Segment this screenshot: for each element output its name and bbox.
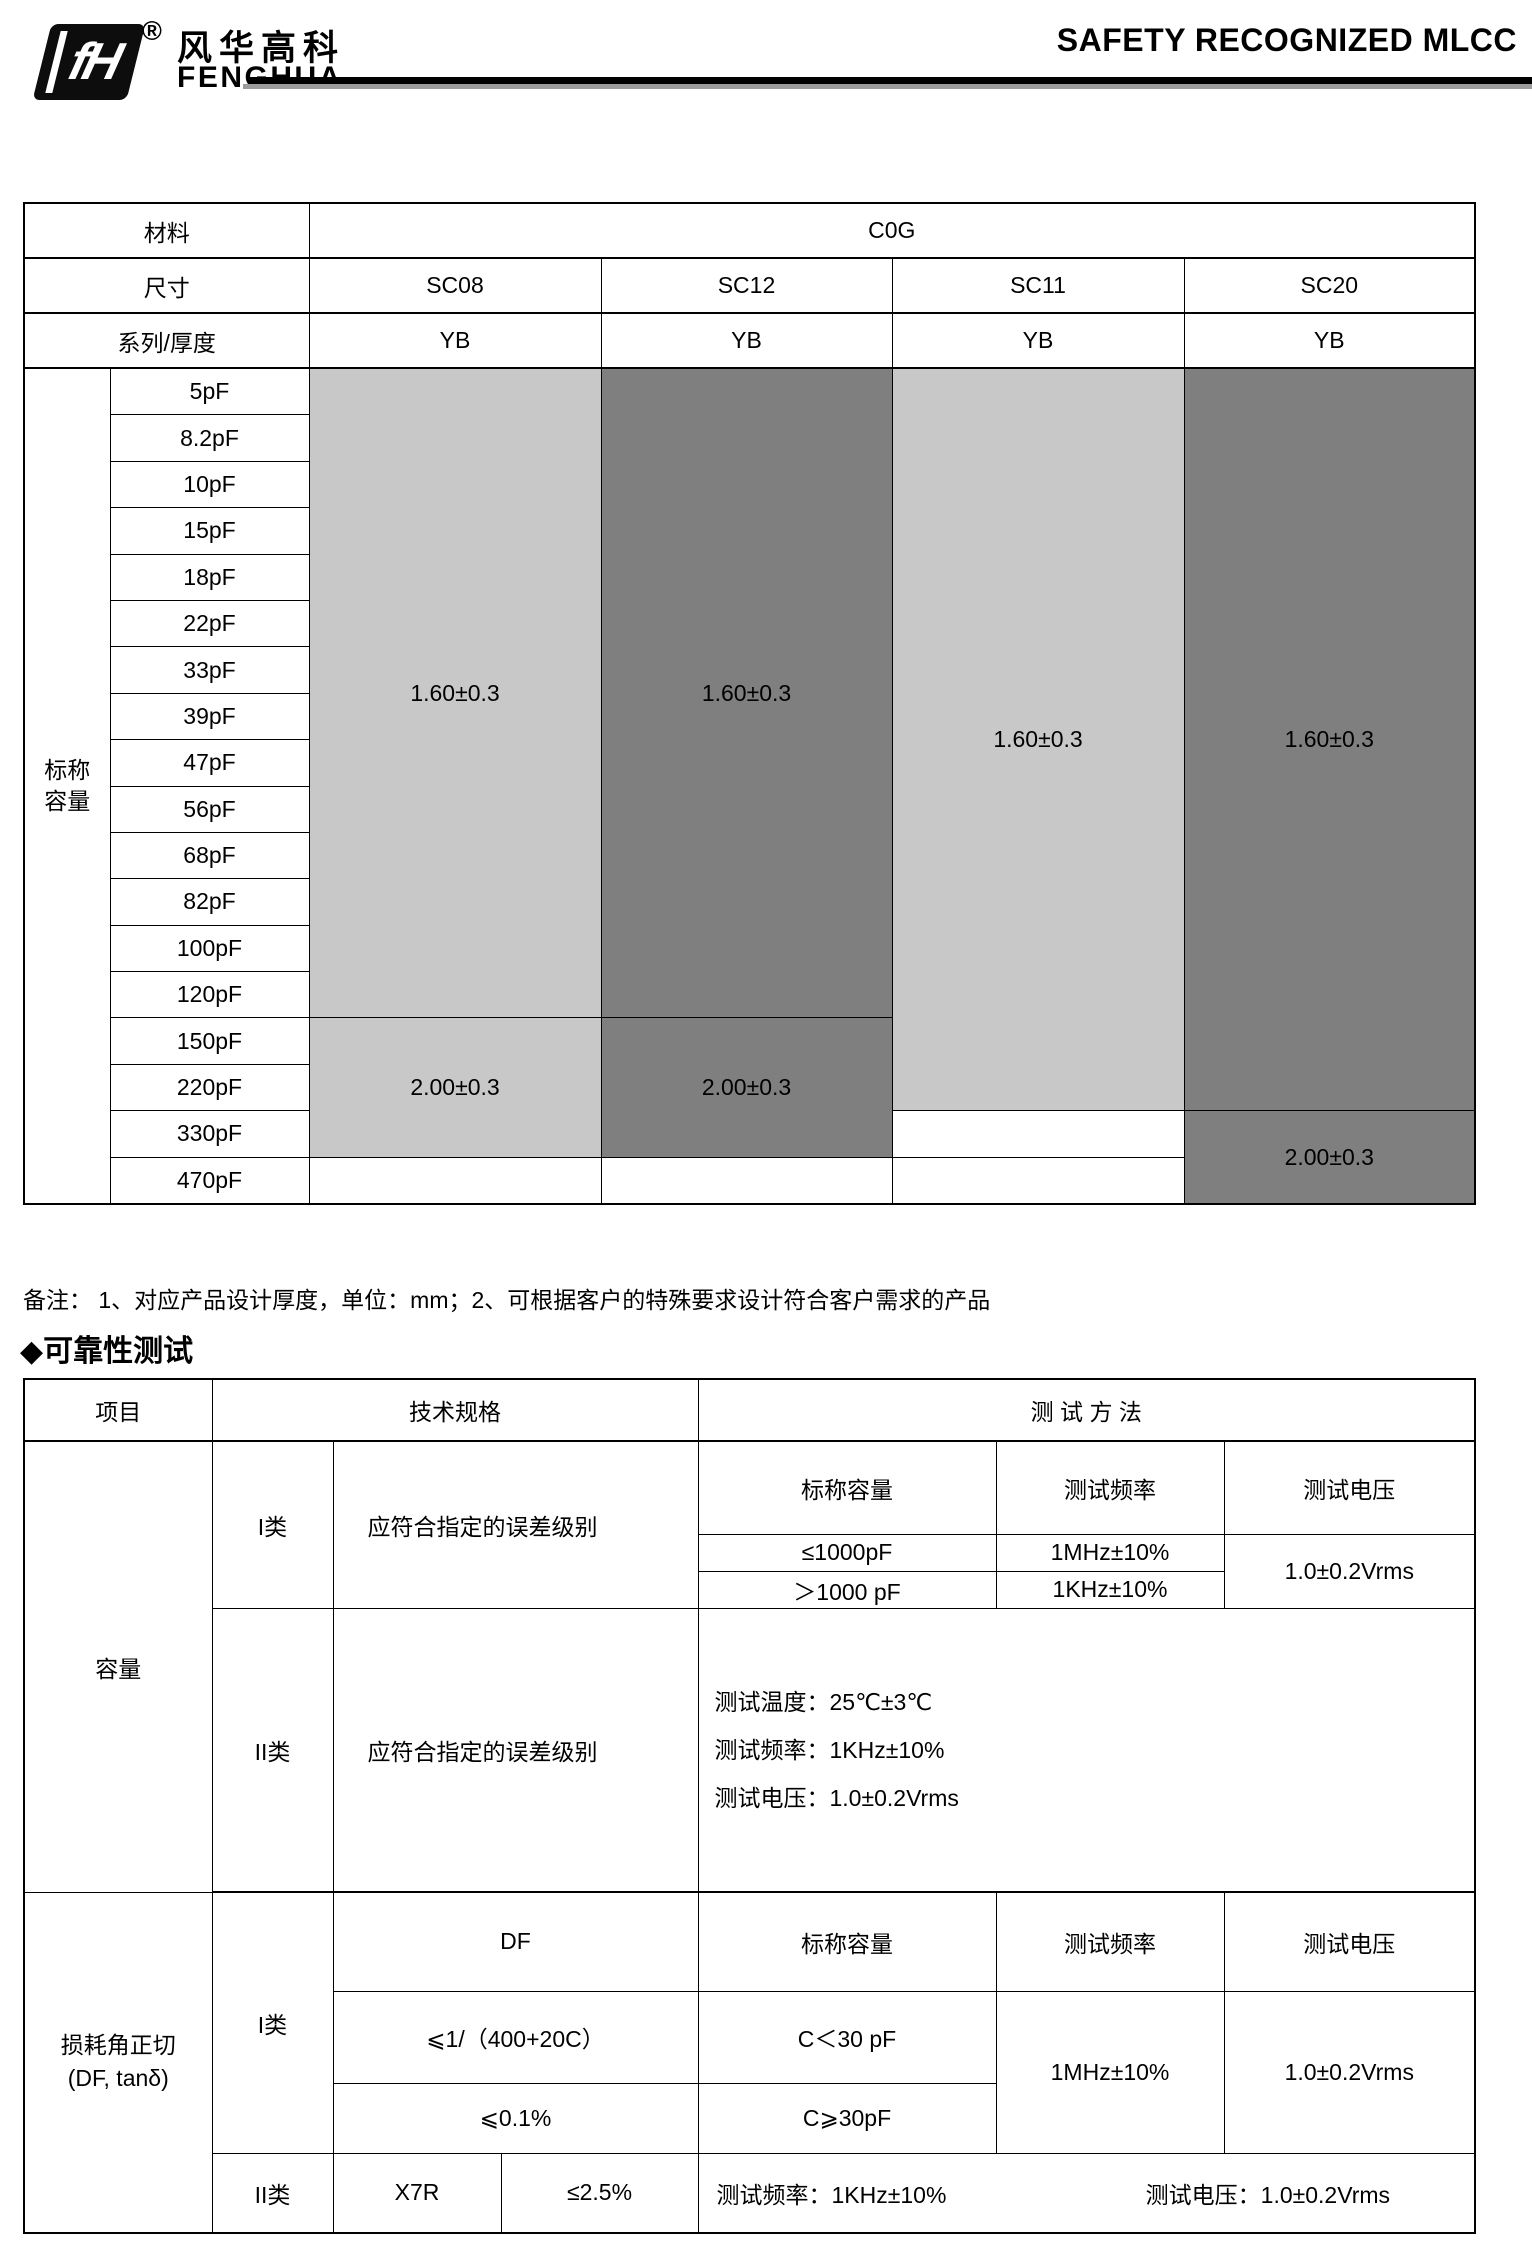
- t2-capacity-class1: I类: [211, 1440, 334, 1609]
- t1-capacitance-cell: 56pF: [109, 785, 310, 833]
- t1-capacitance-cell: 68pF: [109, 831, 310, 880]
- t1-empty-cell: [891, 1156, 1185, 1205]
- t2-df-row2-cap: C⩾30pF: [697, 2082, 997, 2154]
- t2-df-freq-value: 1MHz±10%: [995, 1990, 1225, 2154]
- t2-method-line-voltage: 测试电压：1.0±0.2Vrms: [714, 1784, 959, 1811]
- t1-size-label: 尺寸: [23, 257, 310, 314]
- t2-df-class2-type: X7R: [332, 2152, 502, 2234]
- t1-sc08-thickness-block1: 1.60±0.3: [308, 367, 602, 1019]
- t1-capacitance-cell: 470pF: [109, 1156, 310, 1205]
- t2-capacity-subheader-freq: 测试频率: [995, 1440, 1225, 1535]
- t2-method-line-temperature: 测试温度：25℃±3℃: [714, 1688, 933, 1715]
- t1-capacitance-cell: 8.2pF: [109, 414, 310, 462]
- t1-size-sc12: SC12: [600, 257, 893, 314]
- t1-size-sc11: SC11: [891, 257, 1185, 314]
- registered-trademark-icon: ®: [142, 16, 162, 46]
- t2-df-subheader-cap: 标称容量: [697, 1891, 997, 1992]
- t2-df-class1: I类: [211, 1891, 334, 2154]
- t1-material-value: C0G: [308, 202, 1476, 259]
- t2-capacity-volt-value: 1.0±0.2Vrms: [1223, 1533, 1476, 1609]
- t1-sc11-thickness-block1: 1.60±0.3: [891, 367, 1185, 1112]
- t1-material-label: 材料: [23, 202, 310, 259]
- t1-capacitance-cell: 47pF: [109, 739, 310, 787]
- t2-df-label: DF: [332, 1891, 699, 1992]
- t1-capacitance-cell: 5pF: [109, 367, 310, 416]
- footnote: 备注： 1、对应产品设计厚度，单位：mm；2、可根据客户的特殊要求设计符合客户需…: [23, 1287, 991, 1313]
- t1-capacitance-cell: 15pF: [109, 507, 310, 555]
- t2-header-method: 测 试 方 法: [697, 1378, 1476, 1442]
- t2-df-class2: II类: [211, 2152, 334, 2234]
- t1-capacitance-cell: 18pF: [109, 553, 310, 601]
- header-rule-gray: [243, 84, 1532, 89]
- t1-sc12-thickness-block2: 2.00±0.3: [600, 1017, 893, 1158]
- t2-capacity-row2-cap: ＞1000 pF: [697, 1570, 997, 1609]
- t1-series-sc12: YB: [600, 312, 893, 369]
- logo-monogram: fH: [63, 33, 125, 91]
- t1-size-sc08: SC08: [308, 257, 602, 314]
- t2-capacity-class1-spec: 应符合指定的误差级别: [332, 1440, 699, 1609]
- t1-cap-label-line1: 标称: [44, 757, 91, 784]
- t1-series-sc11: YB: [891, 312, 1185, 369]
- t1-empty-cell: [600, 1156, 893, 1205]
- t1-sc12-thickness-block1: 1.60±0.3: [600, 367, 893, 1019]
- fenghua-logo-icon: fH: [32, 24, 146, 100]
- t1-sc20-thickness-block1: 1.60±0.3: [1183, 367, 1476, 1112]
- t2-df-row1-cap: C＜30 pF: [697, 1990, 997, 2084]
- t2-item-dissipation-factor: 损耗角正切 (DF, tanδ): [23, 1891, 213, 2234]
- t2-capacity-row2-freq: 1KHz±10%: [995, 1570, 1225, 1609]
- t2-df-volt-value: 1.0±0.2Vrms: [1223, 1990, 1476, 2154]
- t1-size-sc20: SC20: [1183, 257, 1476, 314]
- t1-series-sc08: YB: [308, 312, 602, 369]
- brand-name-chinese: 风华高科: [177, 29, 346, 68]
- t2-df-item-line2: (DF, tanδ): [67, 2065, 169, 2092]
- t1-capacitance-cell: 150pF: [109, 1017, 310, 1065]
- t2-df-class2-method: 测试频率：1KHz±10% 测试电压：1.0±0.2Vrms: [697, 2152, 1476, 2234]
- page-title: SAFETY RECOGNIZED MLCC: [1056, 22, 1517, 58]
- t1-series-sc20: YB: [1183, 312, 1476, 369]
- t2-capacity-row1-freq: 1MHz±10%: [995, 1533, 1225, 1572]
- t2-df-row2-spec: ⩽0.1%: [332, 2082, 699, 2154]
- t1-capacitance-cell: 100pF: [109, 924, 310, 973]
- t1-empty-cell: [308, 1156, 602, 1205]
- t2-df-row1-spec: ⩽1/（400+20C）: [332, 1990, 699, 2084]
- t1-capacitance-cell: 22pF: [109, 599, 310, 648]
- t2-item-capacity: 容量: [23, 1440, 213, 1893]
- t2-capacity-class2: II类: [211, 1607, 334, 1893]
- t1-empty-cell: [891, 1110, 1185, 1158]
- t2-header-item: 项目: [23, 1378, 213, 1442]
- t2-df-class2-freq: 测试频率：1KHz±10%: [716, 2181, 947, 2208]
- t2-capacity-class2-method: 测试温度：25℃±3℃ 测试频率：1KHz±10% 测试电压：1.0±0.2Vr…: [697, 1607, 1476, 1893]
- t1-capacitance-cell: 220pF: [109, 1063, 310, 1112]
- t1-capacitance-cell: 10pF: [109, 460, 310, 509]
- t2-header-spec: 技术规格: [211, 1378, 699, 1442]
- thickness-table: 材料 C0G 尺寸 SC08 SC12 SC11 SC20 系列/厚度 YB Y…: [23, 202, 1477, 1206]
- section-title-reliability-test: ◆可靠性测试: [20, 1335, 194, 1368]
- t2-capacity-subheader-volt: 测试电压: [1223, 1440, 1476, 1535]
- reliability-test-table: 项目 技术规格 测 试 方 法 容量 I类 应符合指定的误差级别 标称容量 测试…: [23, 1378, 1477, 2234]
- t1-sc20-thickness-block2: 2.00±0.3: [1183, 1110, 1476, 1205]
- t2-df-subheader-freq: 测试频率: [995, 1891, 1225, 1992]
- t1-series-label: 系列/厚度: [23, 312, 310, 369]
- t2-df-subheader-volt: 测试电压: [1223, 1891, 1476, 1992]
- t2-capacity-class2-spec: 应符合指定的误差级别: [332, 1607, 699, 1893]
- t1-capacitance-cell: 82pF: [109, 878, 310, 926]
- t2-df-item-line1: 损耗角正切: [60, 2032, 176, 2059]
- t1-nominal-capacitance-label: 标称 容量: [23, 367, 111, 1205]
- t1-cap-label-line2: 容量: [44, 788, 91, 815]
- header-rule-black: [248, 77, 1532, 84]
- t1-sc08-thickness-block2: 2.00±0.3: [308, 1017, 602, 1158]
- t2-capacity-row1-cap: ≤1000pF: [697, 1533, 997, 1572]
- t2-df-class2-volt: 测试电压：1.0±0.2Vrms: [1145, 2181, 1391, 2208]
- t2-df-class2-spec: ≤2.5%: [500, 2152, 699, 2234]
- t1-capacitance-cell: 33pF: [109, 646, 310, 694]
- t1-capacitance-cell: 120pF: [109, 971, 310, 1019]
- t1-capacitance-cell: 330pF: [109, 1110, 310, 1158]
- t1-capacitance-cell: 39pF: [109, 692, 310, 741]
- t2-method-line-frequency: 测试频率：1KHz±10%: [714, 1736, 945, 1763]
- t2-capacity-subheader-cap: 标称容量: [697, 1440, 997, 1535]
